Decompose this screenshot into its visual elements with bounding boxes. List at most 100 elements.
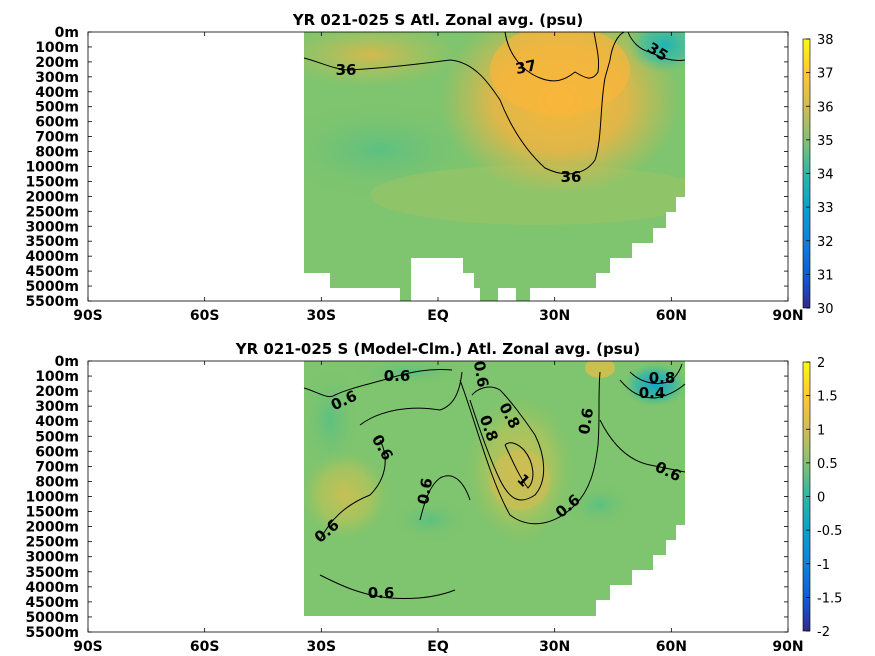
colorbar-tick-label: 34 [817, 168, 834, 183]
colorbar-ticks-bottom: 2 1.5 1 0.5 0 -0.5 -1 -1.5 -2 [806, 356, 842, 640]
y-tick-label: 0m [55, 25, 79, 41]
colorbar-tick-label: 38 [817, 33, 834, 48]
contour-0.6-e [459, 371, 601, 525]
colorbar-tick-label: -2 [817, 625, 830, 640]
y-tick-label: 1500m [25, 505, 79, 521]
x-tick-label: 90S [73, 308, 103, 324]
x-tick-label: 90S [73, 639, 103, 655]
x-tick-label: 30S [307, 308, 337, 324]
y-tick-label: 800m [35, 145, 79, 161]
contour-0.6-g [319, 574, 456, 599]
y-tick-label: 100m [35, 369, 79, 385]
panel-bottom: YR 021-025 S (Model-Clm.) Atl. Zonal avg… [25, 340, 842, 655]
x-tick-label: EQ [427, 639, 449, 655]
x-tick-label: 60S [190, 639, 220, 655]
colorbar-tick-label: 1.5 [817, 390, 838, 405]
y-tick-label: 400m [35, 85, 79, 101]
y-tick-label: 2000m [25, 189, 79, 205]
northern-band-top [370, 165, 685, 225]
y-axis-bottom: 0m100m200m300m400m500m600m700m800m1000m1… [25, 354, 788, 641]
colorbar-tick-label: -1.5 [817, 591, 842, 606]
south-yellow-bottom [304, 450, 390, 540]
contour-label: 0.4 [639, 384, 666, 402]
y-tick-label: 500m [35, 100, 79, 116]
colorbar-tick-label: 0.5 [817, 457, 838, 472]
y-tick-label: 2000m [25, 520, 79, 536]
contour-0.4 [629, 363, 683, 385]
y-tick-label: 100m [35, 40, 79, 56]
y-tick-label: 300m [35, 70, 79, 86]
contour-1 [504, 442, 534, 489]
contour-label: 0.6 [470, 359, 492, 388]
y-tick-label: 2500m [25, 535, 79, 551]
colorbar-tick-label: 1 [817, 423, 825, 438]
contours-top [303, 31, 686, 175]
y-tick-label: 600m [35, 115, 79, 131]
contour-label: 0.6 [575, 406, 597, 435]
title-bottom: YR 021-025 S (Model-Clm.) Atl. Zonal avg… [235, 340, 640, 358]
mid-teal-bottom [390, 498, 470, 542]
colorbar-tick-label: 31 [817, 268, 834, 283]
colorbar-tick-label: 2 [817, 356, 825, 371]
surface-teal-bottom [350, 361, 470, 386]
subtropical-core-top [490, 32, 630, 115]
colorbar-tick-label: 30 [817, 302, 834, 317]
south-surface-warm-top [304, 32, 460, 87]
y-tick-label: 700m [35, 130, 79, 146]
y-tick-label: 3000m [25, 219, 79, 235]
y-tick-label: 5000m [25, 610, 79, 626]
x-tick-label: 60N [656, 639, 687, 655]
y-tick-label: 1500m [25, 174, 79, 190]
y-tick-label: 200m [35, 384, 79, 400]
x-tick-label: 90N [772, 308, 803, 324]
contour-label: 0.6 [414, 476, 436, 505]
x-tick-label: 90N [772, 639, 803, 655]
contour-0.8-1 [469, 386, 545, 501]
y-tick-label: 3000m [25, 550, 79, 566]
contour-0.8-2 [619, 379, 686, 399]
contour-0.6-f [599, 419, 686, 473]
subpolar-anomaly-bottom [623, 363, 685, 407]
y-tick-label: 500m [35, 429, 79, 445]
y-tick-label: 1000m [25, 160, 79, 176]
y-tick-label: 4000m [25, 580, 79, 596]
colorbar-tick-label: 37 [817, 67, 834, 82]
y-tick-label: 5000m [25, 279, 79, 295]
north-surface-yellow-bottom [585, 361, 615, 378]
title-top: YR 021-025 S Atl. Zonal avg. (psu) [292, 11, 584, 29]
contour-label: 0.6 [384, 367, 411, 385]
contour-0.6-c [319, 439, 386, 541]
y-tick-label: 4500m [25, 595, 79, 611]
x-axis-bottom: 90S 60S 30S EQ 30N 60N 90N [73, 361, 804, 655]
y-tick-label: 3500m [25, 234, 79, 250]
contour-label: 36 [336, 61, 357, 79]
x-tick-label: 60S [190, 308, 220, 324]
x-axis-top: 90S 60S 30S EQ 30N 60N 90N [73, 32, 804, 324]
y-tick-label: 300m [35, 399, 79, 415]
colorbar-tick-label: -0.5 [817, 524, 842, 539]
colorbar-tick-label: -1 [817, 558, 830, 573]
y-axis-top: 0m100m200m300m400m500m600m700m800m1000m1… [25, 25, 788, 310]
contours-bottom [303, 363, 686, 599]
contour-36-south [303, 31, 625, 175]
colorbar-tick-label: 32 [817, 235, 834, 250]
y-tick-label: 5500m [25, 625, 79, 641]
salinity-field-top [304, 32, 685, 301]
east-teal-bottom [565, 483, 635, 527]
contour-0.6-d [419, 475, 471, 521]
y-tick-label: 400m [35, 414, 79, 430]
colorbar-tick-label: 36 [817, 100, 834, 115]
contour-0.6-b [359, 371, 463, 426]
colorbar-ticks-top: 38 37 36 35 34 33 32 31 30 [806, 33, 834, 317]
contour-37 [504, 31, 599, 82]
y-tick-label: 5500m [25, 294, 79, 310]
x-tick-label: 30S [307, 639, 337, 655]
contour-label: 0.6 [368, 584, 395, 602]
colorbar-tick-label: 35 [817, 134, 834, 149]
y-tick-label: 4500m [25, 264, 79, 280]
contour-0.6-a [303, 369, 453, 398]
y-tick-label: 200m [35, 55, 79, 71]
y-tick-label: 2500m [25, 204, 79, 220]
y-tick-label: 0m [55, 354, 79, 370]
